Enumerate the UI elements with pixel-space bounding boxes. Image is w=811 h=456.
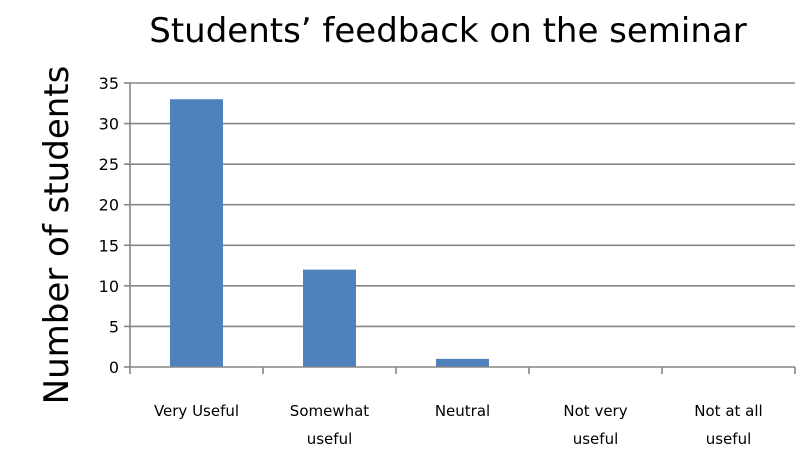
grid: [130, 82, 795, 328]
bars: [170, 99, 489, 367]
y-axis-label: Number of students: [37, 66, 77, 405]
axes: [124, 82, 796, 374]
bar: [436, 358, 489, 367]
y-tick-label: 10: [99, 277, 119, 296]
x-tick-label: useful: [307, 430, 353, 448]
x-tick-label: useful: [706, 430, 752, 448]
y-tick-label: 15: [99, 236, 119, 255]
bar: [303, 269, 356, 367]
y-tick-label: 35: [99, 74, 119, 93]
x-tick-label: Neutral: [435, 402, 490, 420]
y-tick-label: 20: [99, 196, 119, 215]
bar: [170, 99, 223, 367]
x-tick-label: Very Useful: [154, 402, 239, 420]
x-tick-label: useful: [573, 430, 619, 448]
y-tick-labels: 0 5 10 15 20 25 30 35: [99, 74, 119, 377]
x-tick-label: Not at all: [694, 402, 762, 420]
y-tick-label: 5: [109, 317, 119, 336]
y-tick-label: 25: [99, 155, 119, 174]
y-tick-label: 0: [109, 358, 119, 377]
y-tick-label: 30: [99, 115, 119, 134]
chart-title: Students’ feedback on the seminar: [149, 11, 747, 51]
x-tick-labels: Very Useful Somewhat useful Neutral Not very…: [154, 402, 763, 448]
x-tick-label: Somewhat: [290, 402, 370, 420]
x-tick-label: Not very: [563, 402, 627, 420]
